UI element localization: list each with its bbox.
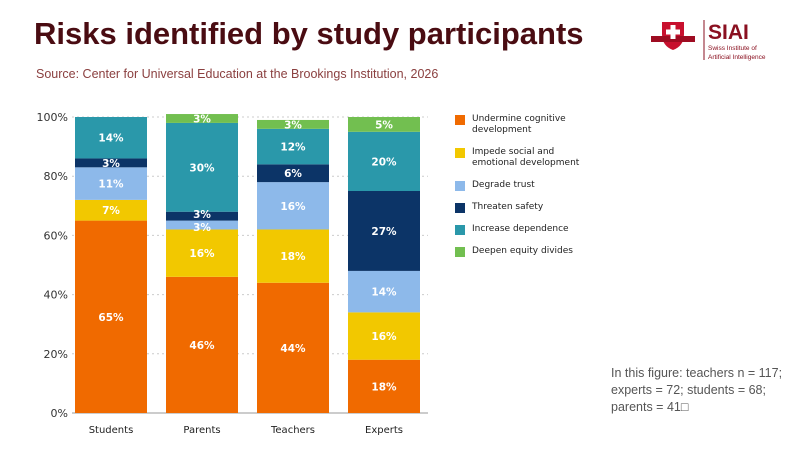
bar-segment [257, 164, 329, 183]
legend-item: Impede social and emotional development [455, 147, 592, 169]
svg-text:SIAI: SIAI [708, 21, 749, 44]
legend-item: Increase dependence [455, 224, 592, 235]
sample-size-note: In this figure: teachers n = 117; expert… [611, 366, 783, 414]
y-tick-label: 100% [37, 111, 68, 124]
y-tick-label: 0% [51, 407, 68, 420]
y-tick-label: 40% [44, 289, 68, 302]
svg-text:Artificial Intelligence: Artificial Intelligence [708, 54, 766, 61]
x-tick-label: Experts [365, 425, 403, 436]
data-label: 3% [284, 119, 302, 131]
legend-item: Deepen equity divides [455, 246, 592, 257]
legend-swatch [455, 115, 465, 125]
svg-text:Swiss Institute of: Swiss Institute of [708, 45, 757, 52]
legend-swatch [455, 181, 465, 191]
legend-swatch [455, 148, 465, 158]
data-label: 5% [375, 119, 393, 131]
legend-item: Threaten safety [455, 202, 592, 213]
legend-item: Degrade trust [455, 180, 592, 191]
legend-item: Undermine cognitive development [455, 114, 592, 136]
data-label: 16% [371, 331, 397, 343]
legend-label: Increase dependence [472, 224, 569, 234]
data-label: 14% [371, 287, 397, 299]
y-tick-label: 20% [44, 348, 68, 361]
x-tick-label: Students [89, 425, 134, 436]
bar-segment [257, 282, 329, 413]
siai-logo: SIAI Swiss Institute of Artificial Intel… [648, 18, 778, 63]
bar-segment [348, 312, 420, 360]
legend-label: Undermine cognitive development [472, 114, 566, 135]
x-tick-label: Teachers [270, 425, 315, 436]
data-label: 18% [371, 381, 397, 393]
bar-segment [75, 117, 147, 159]
bar-segment [75, 220, 147, 413]
data-label: 27% [371, 226, 397, 238]
bar-segment [348, 270, 420, 313]
data-label: 14% [98, 133, 124, 145]
legend-swatch [455, 203, 465, 213]
bar-segment [348, 117, 420, 132]
data-label: 20% [371, 156, 397, 168]
bar-segment [257, 128, 329, 165]
data-label: 30% [189, 162, 215, 174]
bar-segment [166, 122, 238, 212]
legend-label: Degrade trust [472, 180, 535, 190]
bar-segment [166, 220, 238, 230]
bar-segment [257, 229, 329, 283]
data-label: 3% [193, 113, 211, 125]
chart-title: Risks identified by study participants [34, 16, 584, 51]
legend-label: Impede social and emotional development [472, 147, 580, 168]
x-tick-label: Parents [183, 425, 220, 436]
data-label: 3% [193, 209, 211, 221]
data-label: 65% [98, 312, 124, 324]
legend-swatch [455, 247, 465, 257]
bar-segment [348, 191, 420, 271]
legend-label: Deepen equity divides [472, 246, 573, 256]
bar-segment [166, 229, 238, 277]
legend: Undermine cognitive development Impede so… [455, 114, 592, 268]
data-label: 6% [284, 168, 302, 180]
data-label: 16% [280, 201, 306, 213]
data-label: 46% [189, 340, 215, 352]
source-note: Source: Center for Universal Education a… [36, 67, 439, 81]
bar-segment [75, 199, 147, 221]
data-label: 11% [98, 179, 124, 191]
y-tick-label: 80% [44, 170, 68, 183]
legend-label: Threaten safety [472, 202, 544, 212]
data-label: 7% [102, 205, 120, 217]
bar-segment [348, 359, 420, 413]
data-label: 16% [189, 248, 215, 260]
data-label: 12% [280, 142, 306, 154]
bar-segment [75, 167, 147, 200]
y-tick-label: 60% [44, 229, 68, 242]
bar-segment [348, 131, 420, 191]
bar-segment [166, 114, 238, 123]
bar-segment [257, 119, 329, 129]
bar-segment [166, 211, 238, 221]
data-label: 3% [193, 222, 211, 234]
bar-segment [257, 182, 329, 230]
legend-swatch [455, 225, 465, 235]
data-label: 18% [280, 251, 306, 263]
bar-segment [166, 276, 238, 413]
data-label: 44% [280, 343, 306, 355]
bar-segment [75, 158, 147, 168]
data-label: 3% [102, 158, 120, 170]
